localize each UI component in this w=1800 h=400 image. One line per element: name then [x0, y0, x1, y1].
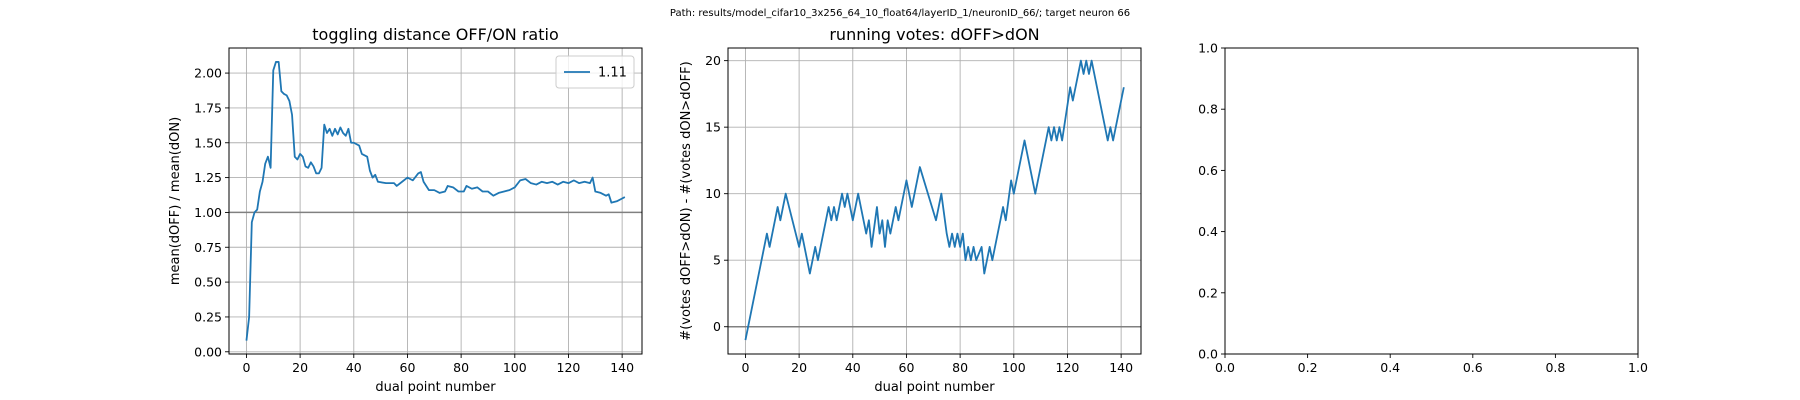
x-tick-label: 0.8 [1545, 360, 1565, 375]
x-tick-label: 80 [453, 360, 469, 375]
x-tick-label: 120 [1056, 360, 1080, 375]
chart-title: running votes: dOFF>dON [829, 25, 1039, 44]
y-axis-label: mean(dOFF) / mean(dON) [168, 117, 183, 285]
figure-title: Path: results/model_cifar10_3x256_64_10_… [670, 8, 1130, 19]
x-tick-label: 0.4 [1380, 360, 1400, 375]
data-line [744, 59, 1125, 341]
y-tick-label: 0.25 [194, 309, 222, 324]
data-line [245, 61, 626, 341]
x-tick-label: 80 [952, 360, 968, 375]
chart-title: toggling distance OFF/ON ratio [312, 25, 558, 44]
x-tick-label: 0 [741, 360, 749, 375]
x-tick-label: 1.0 [1628, 360, 1648, 375]
x-tick-label: 0 [242, 360, 250, 375]
x-tick-label: 40 [346, 360, 362, 375]
y-tick-label: 1.75 [194, 100, 222, 115]
x-tick-label: 0.0 [1215, 360, 1235, 375]
plot-frame [727, 47, 1142, 355]
y-tick-label: 0.50 [194, 275, 222, 290]
x-tick-label: 120 [557, 360, 581, 375]
x-tick-label: 100 [503, 360, 527, 375]
y-tick-label: 0 [713, 319, 721, 334]
x-tick-label: 60 [899, 360, 915, 375]
x-axis-label: dual point number [375, 380, 496, 395]
y-tick-label: 15 [705, 120, 721, 135]
y-tick-label: 0.75 [194, 240, 222, 255]
plot-frame [1224, 47, 1639, 355]
y-tick-label: 1.50 [194, 135, 222, 150]
x-tick-label: 40 [845, 360, 861, 375]
x-tick-label: 140 [610, 360, 634, 375]
x-tick-label: 0.2 [1298, 360, 1318, 375]
x-tick-label: 0.6 [1463, 360, 1483, 375]
y-tick-label: 0.6 [1198, 163, 1218, 178]
y-tick-label: 0.2 [1198, 285, 1218, 300]
y-tick-label: 0.0 [1198, 347, 1218, 362]
plot-frame [228, 47, 643, 355]
x-tick-label: 140 [1109, 360, 1133, 375]
y-tick-label: 1.00 [194, 205, 222, 220]
y-tick-label: 0.4 [1198, 224, 1218, 239]
y-tick-label: 5 [713, 253, 721, 268]
x-axis-label: dual point number [874, 380, 995, 395]
x-tick-label: 20 [791, 360, 807, 375]
y-tick-label: 0.8 [1198, 102, 1218, 117]
x-tick-label: 20 [292, 360, 308, 375]
legend-label: 1.11 [598, 66, 627, 81]
x-tick-label: 60 [400, 360, 416, 375]
y-tick-label: 1.25 [194, 170, 222, 185]
y-tick-label: 20 [705, 53, 721, 68]
y-axis-label: #(votes dOFF>dON) - #(votes dON>dOFF) [679, 61, 694, 340]
y-tick-label: 1.0 [1198, 41, 1218, 56]
x-tick-label: 100 [1002, 360, 1026, 375]
legend-box [555, 55, 635, 89]
y-tick-label: 10 [705, 186, 721, 201]
y-tick-label: 0.00 [194, 344, 222, 359]
y-tick-label: 2.00 [194, 66, 222, 81]
